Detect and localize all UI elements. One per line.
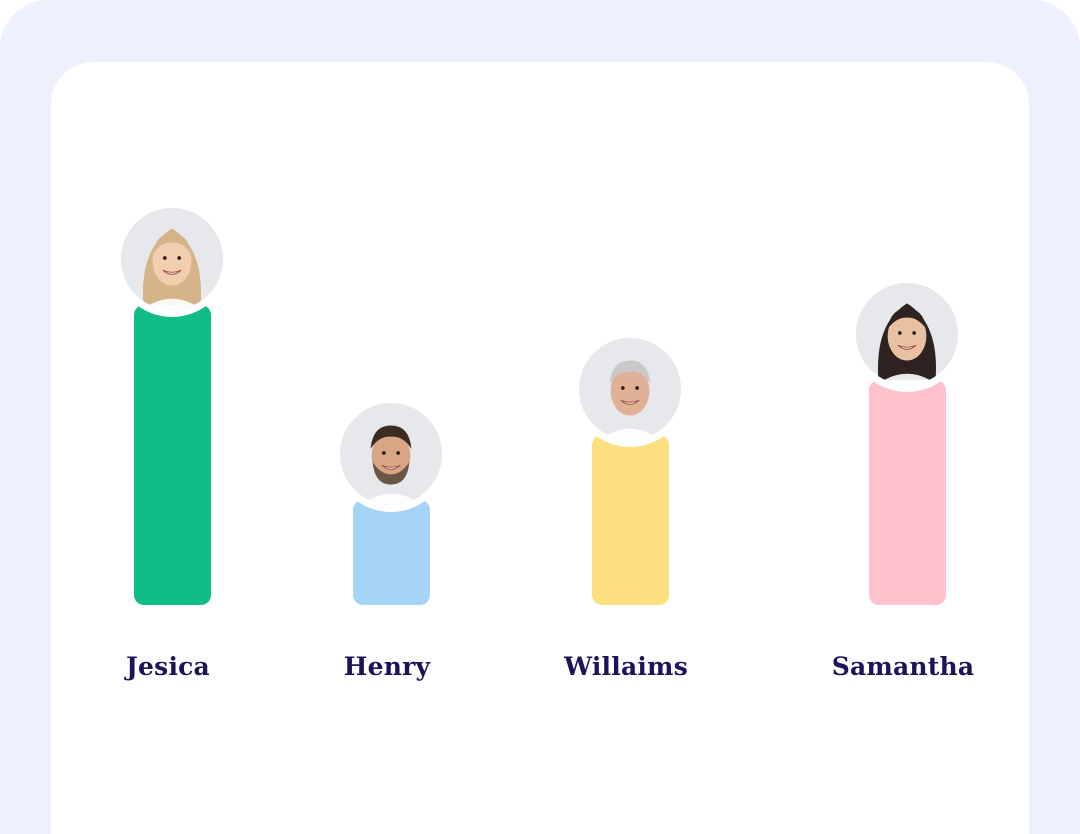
woman-dark-hair-avatar — [849, 276, 965, 392]
bar-willaims — [591, 435, 669, 605]
bar-label-jesica: Jesica — [126, 652, 210, 681]
bar-label-henry: Henry — [343, 652, 431, 681]
chart-card — [51, 62, 1029, 834]
bar-jesica — [133, 305, 211, 605]
bar-samantha — [868, 380, 946, 605]
man-gray-hair-avatar — [572, 331, 688, 447]
bar-label-willaims: Willaims — [564, 652, 688, 681]
man-beard-avatar — [333, 396, 449, 512]
woman-blonde-avatar — [114, 201, 230, 317]
bar-label-samantha: Samantha — [831, 652, 975, 681]
bar-henry — [352, 500, 430, 605]
